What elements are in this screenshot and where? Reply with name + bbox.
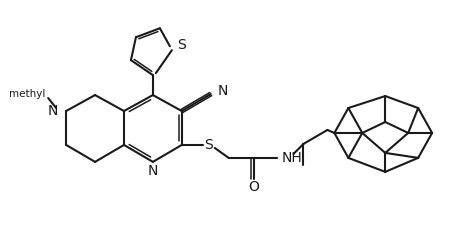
Text: N: N <box>148 164 158 178</box>
Text: S: S <box>178 38 186 52</box>
Text: O: O <box>248 180 259 194</box>
Text: N: N <box>218 84 228 98</box>
Text: NH: NH <box>282 151 302 165</box>
Text: S: S <box>204 138 213 152</box>
Text: N: N <box>48 104 58 118</box>
Text: methyl: methyl <box>9 89 45 99</box>
